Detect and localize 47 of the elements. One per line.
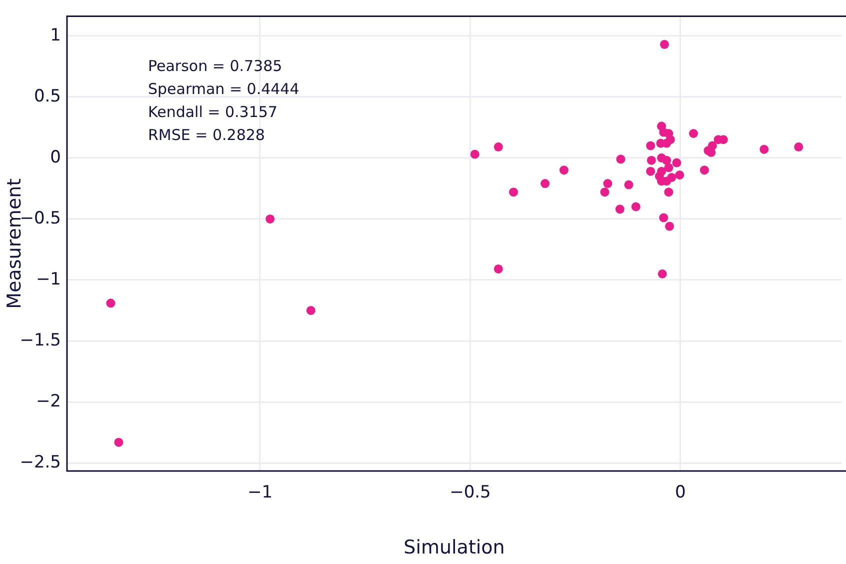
point [266, 214, 275, 224]
y-tick-label: −1.5 [20, 330, 61, 350]
y-tick-label: −2.5 [20, 452, 61, 472]
point [540, 179, 550, 188]
point [664, 188, 674, 197]
y-tick-label: −2 [36, 391, 61, 412]
point [662, 156, 672, 165]
y-tick-label: 0.5 [34, 86, 61, 106]
point [665, 222, 674, 231]
point [659, 213, 668, 222]
annotation: Kendall = 0.3157 [148, 102, 278, 121]
x-tick-label: −0.5 [450, 482, 491, 503]
point [794, 142, 804, 152]
annotation: RMSE = 0.2828 [148, 126, 265, 144]
point [688, 129, 698, 138]
point [760, 144, 769, 154]
point [509, 188, 518, 197]
point [494, 142, 503, 152]
point [616, 154, 626, 164]
point [646, 166, 656, 176]
y-tick-label: −1 [36, 269, 61, 290]
x-tick-label: 0 [675, 482, 686, 503]
point [624, 180, 634, 190]
point [615, 204, 624, 214]
point [700, 166, 709, 175]
point [306, 306, 316, 315]
point [646, 156, 656, 165]
point [646, 141, 656, 150]
y-tick-label: 0 [50, 147, 61, 168]
point [660, 40, 669, 49]
point [603, 179, 612, 188]
point [600, 188, 610, 197]
point [114, 438, 124, 447]
point [631, 202, 640, 212]
y-tick-label: 1 [50, 25, 61, 46]
x-tick-label: −1 [247, 482, 273, 503]
point [672, 158, 682, 168]
point [106, 298, 116, 308]
annotation: Spearman = 0.4444 [148, 80, 300, 98]
annotation: Pearson = 0.7385 [148, 56, 282, 75]
x-axis-title: Simulation [404, 536, 505, 559]
point [675, 170, 684, 180]
point [470, 150, 480, 159]
point [664, 163, 674, 172]
point [559, 166, 568, 175]
point [494, 264, 503, 274]
point [658, 269, 667, 278]
